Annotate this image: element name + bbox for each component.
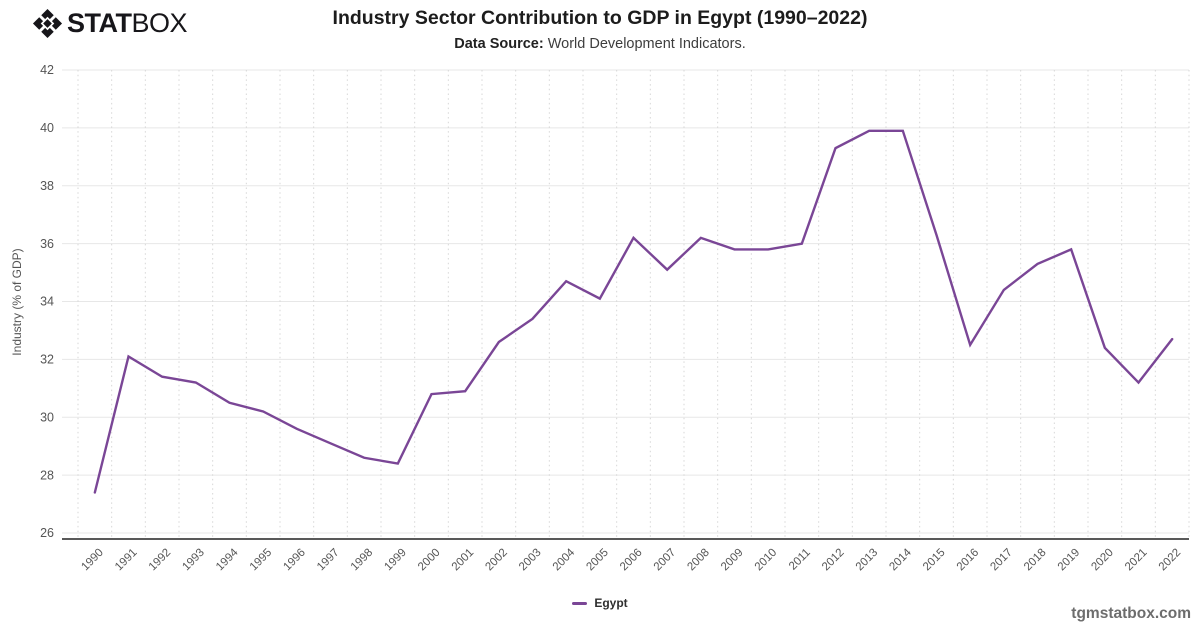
y-axis-title: Industry (% of GDP) (10, 248, 24, 355)
x-tick-label: 2012 (820, 547, 847, 574)
x-tick-label: 2019 (1056, 547, 1083, 574)
y-tick-label: 42 (40, 63, 54, 77)
x-tick-label: 1995 (248, 547, 275, 574)
statbox-diamond-icon (32, 7, 63, 39)
x-tick-label: 2009 (719, 547, 746, 574)
x-tick-label: 1998 (349, 547, 376, 574)
x-tick-label: 2008 (685, 547, 712, 574)
y-tick-label: 30 (40, 410, 54, 424)
x-tick-label: 2007 (652, 547, 679, 574)
x-tick-label: 1990 (79, 547, 106, 574)
x-tick-label: 2006 (618, 547, 645, 574)
series-line-egypt (93, 129, 1174, 494)
x-tick-label: 2000 (416, 547, 443, 574)
x-tick-label: 2021 (1123, 547, 1150, 574)
x-tick-label: 2001 (450, 547, 477, 574)
y-tick-label: 32 (40, 353, 54, 367)
x-tick-label: 2016 (955, 547, 982, 574)
x-tick-label: 2013 (854, 547, 881, 574)
data-source-label: Data Source: (454, 36, 544, 52)
x-tick-label: 1993 (180, 547, 207, 574)
y-tick-label: 36 (40, 237, 54, 251)
legend-line-swatch (572, 601, 588, 605)
chart-subtitle: Data Source: World Development Indicator… (0, 36, 1200, 52)
x-tick-label: 2017 (988, 547, 1015, 574)
x-tick-label: 2011 (787, 547, 813, 573)
x-tick-label: 2018 (1022, 547, 1049, 574)
statbox-logo: STATBOX (32, 6, 188, 40)
x-tick-label: 2020 (1089, 547, 1116, 574)
watermark-text: tgmstatbox.com (1071, 605, 1191, 622)
legend-series-label: Egypt (594, 596, 628, 610)
y-tick-label: 26 (40, 526, 54, 540)
data-source-text: World Development Indicators. (543, 36, 746, 52)
chart-title: Industry Sector Contribution to GDP in E… (332, 7, 868, 29)
y-tick-label: 40 (40, 121, 54, 135)
x-tick-label: 1992 (147, 547, 174, 574)
x-tick-label: 2004 (551, 546, 578, 573)
x-tick-label: 1994 (214, 546, 241, 573)
x-tick-label: 2014 (887, 546, 914, 573)
y-tick-label: 38 (40, 179, 54, 193)
x-tick-label: 2015 (921, 547, 948, 574)
y-tick-label: 28 (40, 468, 54, 482)
x-tick-label: 2005 (584, 547, 611, 574)
x-tick-label: 2022 (1157, 547, 1184, 574)
x-tick-label: 2010 (753, 547, 780, 574)
y-tick-label: 34 (40, 295, 54, 309)
x-tick-label: 2002 (483, 547, 510, 574)
statbox-logo-text: STATBOX (67, 8, 188, 38)
x-tick-label: 1997 (315, 547, 342, 574)
x-tick-label: 1991 (113, 547, 140, 574)
chart-legend: Egypt (0, 596, 1200, 610)
x-tick-label: 1999 (382, 547, 409, 574)
x-tick-label: 2003 (517, 547, 544, 574)
x-tick-label: 1996 (281, 547, 308, 574)
